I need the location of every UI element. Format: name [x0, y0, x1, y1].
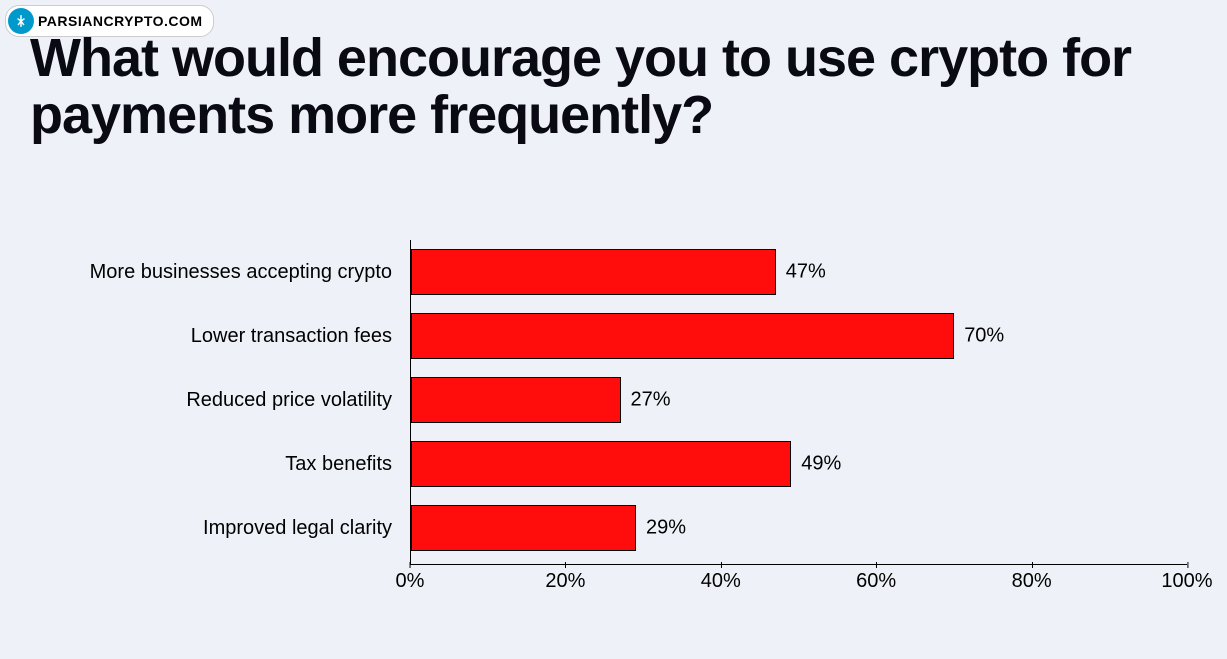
bar-plot-region: 70% [410, 304, 1187, 368]
chart-row: Improved legal clarity 29% [40, 496, 1187, 560]
category-label: Tax benefits [40, 453, 410, 476]
category-label: More businesses accepting crypto [40, 261, 410, 284]
chart-row: More businesses accepting crypto 47% [40, 240, 1187, 304]
bar-value-label: 70% [954, 325, 1004, 348]
y-axis-line [410, 240, 411, 564]
bar-plot-region: 29% [410, 496, 1187, 560]
bar [411, 441, 791, 487]
x-tick: 60% [856, 570, 896, 593]
x-tick: 100% [1161, 570, 1212, 593]
bar-plot-region: 47% [410, 240, 1187, 304]
chart-title: What would encourage you to use crypto f… [30, 30, 1197, 143]
bar [411, 377, 621, 423]
bar [411, 505, 636, 551]
chart-row: Lower transaction fees 70% [40, 304, 1187, 368]
chart-row: Reduced price volatility 27% [40, 368, 1187, 432]
bar-value-label: 27% [621, 389, 671, 412]
x-tick: 40% [701, 570, 741, 593]
category-label: Reduced price volatility [40, 389, 410, 412]
watermark-badge: PARSIANCRYPTO.COM [5, 5, 214, 37]
bar [411, 313, 954, 359]
x-axis: 0%20%40%60%80%100% [410, 564, 1187, 604]
watermark-logo-icon [8, 8, 34, 34]
x-tick: 20% [545, 570, 585, 593]
chart-container: More businesses accepting crypto 47% Lower… [40, 240, 1187, 619]
x-tick: 0% [396, 570, 425, 593]
bar-plot-region: 49% [410, 432, 1187, 496]
bar-plot-region: 27% [410, 368, 1187, 432]
bar-value-label: 47% [776, 261, 826, 284]
category-label: Improved legal clarity [40, 517, 410, 540]
bar-value-label: 29% [636, 517, 686, 540]
category-label: Lower transaction fees [40, 325, 410, 348]
chart-row: Tax benefits 49% [40, 432, 1187, 496]
x-tick: 80% [1012, 570, 1052, 593]
bar [411, 249, 776, 295]
watermark-text: PARSIANCRYPTO.COM [38, 13, 203, 29]
bar-value-label: 49% [791, 453, 841, 476]
